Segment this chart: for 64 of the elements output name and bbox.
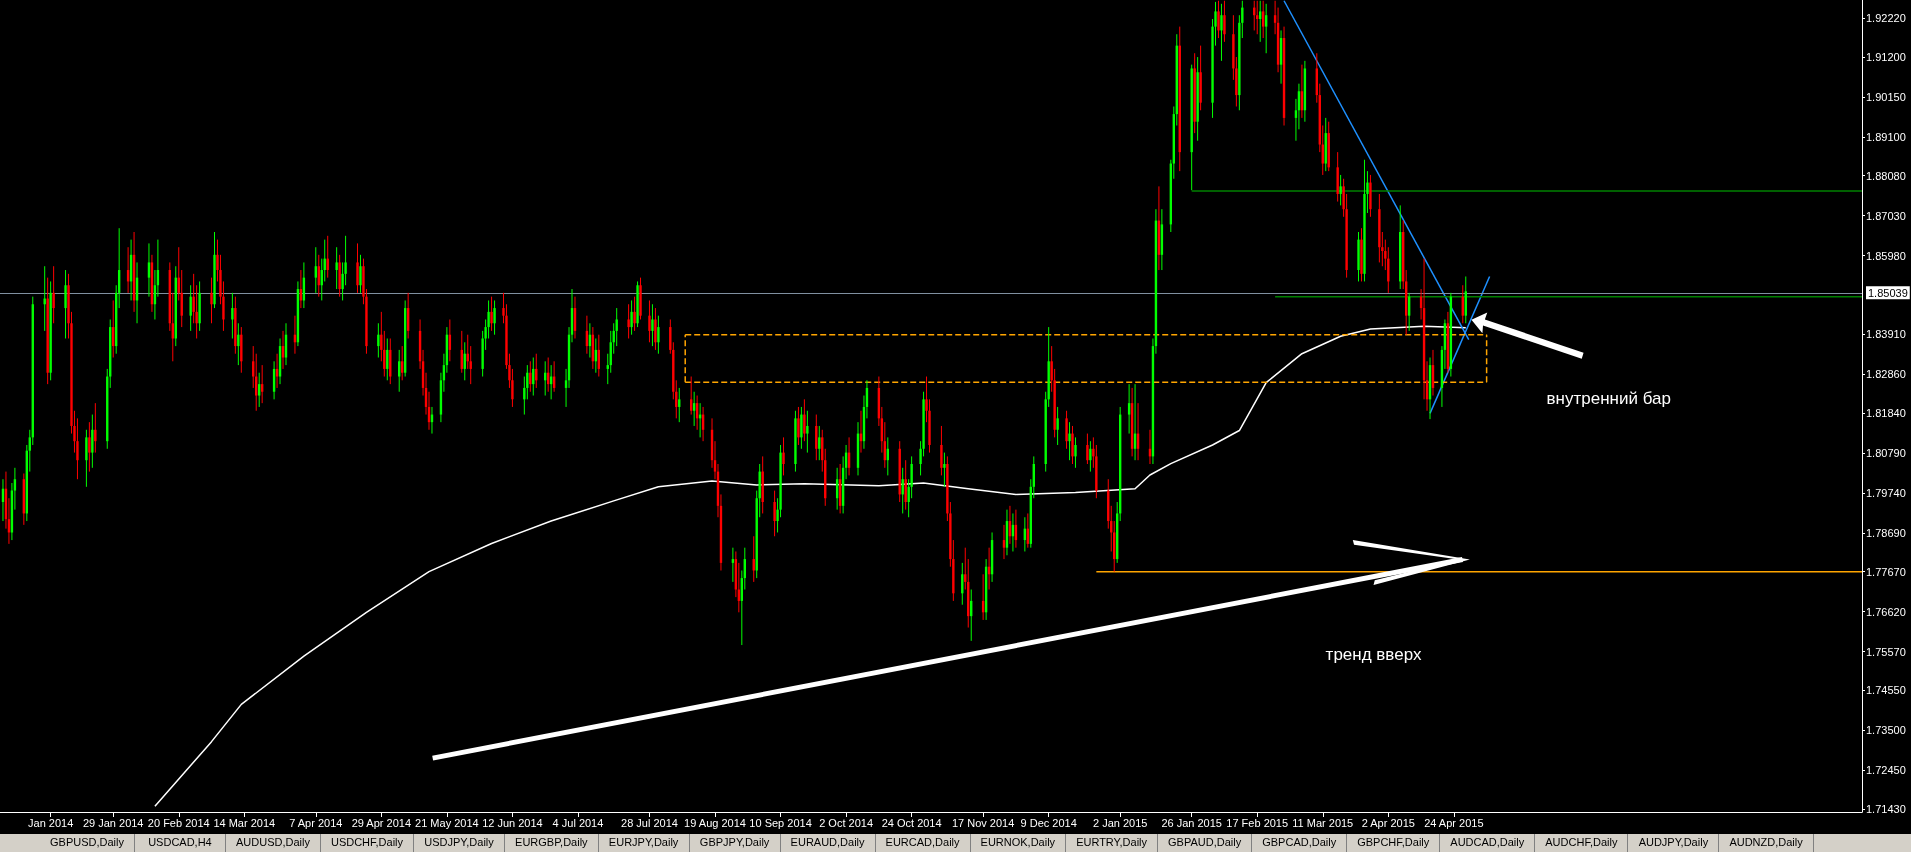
x-tick-label: 28 Jul 2014	[621, 816, 678, 829]
x-tick-label: 21 May 2014	[415, 816, 479, 829]
text: EURJPY,Daily	[598, 834, 690, 852]
y-tick-label: 1.83910	[1866, 328, 1906, 341]
y-tick-label: 1.78690	[1866, 526, 1906, 539]
text: EURAUD,Daily	[780, 834, 876, 852]
y-tick-label: 1.79740	[1866, 486, 1906, 499]
text: GBPCAD,Daily	[1252, 834, 1348, 852]
text: AUDJPY,Daily	[1628, 834, 1720, 852]
y-tick-label: 1.73500	[1866, 724, 1906, 737]
y-tick-label: 1.72450	[1866, 764, 1906, 777]
text: USDCAD,H4	[134, 834, 226, 852]
y-tick-label: 1.87030	[1866, 209, 1906, 222]
y-tick-label: 1.85980	[1866, 249, 1906, 262]
x-tick-label: 2 Jan 2015	[1092, 816, 1148, 829]
x-tick-label: 7 Apr 2014	[289, 816, 343, 829]
x-tick-label: 29 Jan 2014	[82, 816, 144, 829]
x-tick-label: 20 Feb 2014	[147, 816, 210, 829]
x-tick-label: 11 Mar 2015	[1292, 816, 1354, 829]
y-tick-label: 1.89100	[1866, 130, 1906, 143]
x-tick-label: 17 Nov 2014	[951, 816, 1015, 829]
y-tick-label: 1.88080	[1866, 169, 1906, 182]
x-tick-label: 9 Dec 2014	[1020, 816, 1077, 829]
y-tick-label: 1.80790	[1866, 446, 1906, 459]
y-tick-label: 1.71430	[1866, 802, 1906, 815]
y-tick-label: 1.92220	[1866, 12, 1906, 25]
text: AUDCAD,Daily	[1440, 834, 1536, 852]
x-tick-label: 17 Feb 2015	[1226, 816, 1289, 829]
text: AUDCHF,Daily	[1535, 834, 1629, 852]
text: GBPJPY,Daily	[689, 834, 781, 852]
annotation: тренд вверх	[1325, 644, 1422, 665]
text: EURNOK,Daily	[970, 834, 1067, 852]
x-tick-label: 2 Oct 2014	[819, 816, 874, 829]
y-tick-label: 1.91200	[1866, 51, 1906, 64]
y-tick-label: 1.90150	[1866, 90, 1906, 103]
y-tick-label: 1.82860	[1866, 368, 1906, 381]
text: EURTRY,Daily	[1066, 834, 1159, 852]
text: AUDUSD,Daily	[225, 834, 321, 852]
text: GBPUSD,Daily	[40, 834, 135, 852]
x-tick-label: 14 Mar 2014	[213, 816, 276, 829]
text: USDCHF,Daily	[320, 834, 415, 852]
x-tick-label: 2 Apr 2015	[1361, 816, 1415, 829]
y-tick-label: 1.74550	[1866, 684, 1906, 697]
text: GBPAUD,Daily	[1158, 834, 1253, 852]
y-tick-label: 1.76620	[1866, 605, 1906, 618]
text: EURGBP,Daily	[505, 834, 599, 852]
x-tick-label: 4 Jul 2014	[552, 816, 604, 829]
text: EURCAD,Daily	[875, 834, 971, 852]
text: USDJPY,Daily	[414, 834, 506, 852]
x-tick-label: 24 Oct 2014	[881, 816, 942, 829]
x-tick-label: 29 Apr 2014	[351, 816, 412, 829]
x-tick-label: Jan 2014	[28, 816, 74, 829]
x-tick-label: 10 Sep 2014	[749, 816, 812, 829]
text: GBPCHF,Daily	[1347, 834, 1441, 852]
x-tick-label: 12 Jun 2014	[482, 816, 543, 829]
y-tick-label: 1.81840	[1866, 407, 1906, 420]
y-tick-label: 1.77670	[1866, 565, 1906, 578]
text: AUDNZD,Daily	[1719, 834, 1814, 852]
x-tick-label: 26 Jan 2015	[1161, 816, 1222, 829]
y-tick-label: 1.75570	[1866, 645, 1906, 658]
x-tick-label: 19 Aug 2014	[684, 816, 746, 829]
annotation: внутренний бар	[1546, 388, 1671, 409]
x-tick-label: 24 Apr 2015	[1424, 816, 1484, 829]
ref-line-label: 1.85039	[1868, 286, 1908, 299]
